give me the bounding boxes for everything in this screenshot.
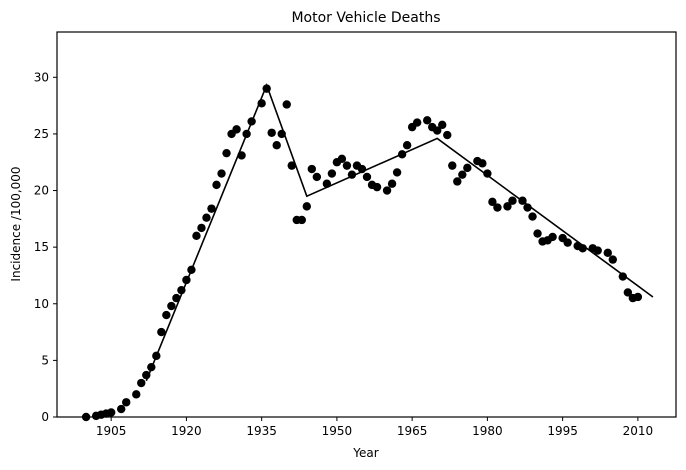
x-tick-label: 1935 (246, 424, 277, 438)
point (307, 164, 317, 174)
point (548, 232, 557, 242)
point (563, 238, 572, 247)
x-tick-label: 1920 (171, 424, 202, 438)
point (623, 288, 633, 297)
x-tick-label: 1965 (397, 424, 428, 438)
point (362, 172, 372, 182)
point (167, 301, 176, 311)
point (412, 118, 422, 127)
point (528, 212, 537, 221)
y-tick-label: 20 (34, 184, 49, 198)
point (463, 163, 472, 173)
y-tick-label: 5 (41, 353, 49, 367)
point (117, 404, 126, 414)
point (297, 215, 306, 225)
point (508, 196, 517, 205)
x-tick-label: 1980 (472, 424, 503, 438)
point (603, 248, 612, 258)
y-axis-label: Incidence /100,000 (9, 166, 23, 281)
point (342, 161, 352, 170)
x-tick-label: 1995 (547, 424, 578, 438)
y-tick-label: 10 (34, 297, 49, 311)
x-tick-label: 1950 (322, 424, 353, 438)
point (197, 223, 206, 233)
point (387, 179, 397, 188)
point (137, 378, 146, 388)
point (157, 327, 166, 337)
point (618, 272, 628, 281)
x-tick-label: 2010 (623, 424, 654, 438)
point (202, 213, 211, 222)
point (488, 197, 497, 207)
point (327, 169, 337, 178)
y-tick-label: 15 (34, 240, 49, 254)
point (122, 398, 131, 407)
point (458, 170, 467, 179)
point (132, 390, 141, 399)
point (272, 141, 281, 150)
point (287, 161, 296, 170)
chart-title: Motor Vehicle Deaths (291, 10, 440, 26)
point (593, 246, 602, 255)
point (312, 172, 322, 182)
line (145, 82, 654, 382)
point (302, 202, 312, 211)
point (207, 204, 216, 213)
point (433, 126, 442, 135)
point (402, 141, 412, 150)
point (106, 408, 116, 417)
point (438, 120, 447, 130)
point (382, 186, 392, 195)
point (448, 161, 457, 170)
point (372, 182, 382, 192)
point (608, 255, 617, 264)
point (162, 310, 171, 320)
point (503, 202, 512, 211)
point (232, 125, 241, 134)
x-tick-label: 1905 (96, 424, 127, 438)
y-tick-label: 0 (41, 410, 49, 424)
point (212, 180, 221, 190)
point (478, 159, 487, 168)
point (222, 148, 231, 158)
plot-frame (56, 31, 677, 418)
point (192, 231, 201, 241)
point (443, 130, 452, 140)
point (337, 154, 347, 164)
point (453, 177, 462, 186)
x-axis-label: Year (352, 446, 378, 460)
point (422, 116, 432, 125)
point (483, 169, 492, 178)
y-tick-label: 25 (34, 127, 49, 141)
point (267, 128, 276, 137)
point (533, 229, 542, 238)
y-tick-label: 30 (34, 70, 49, 84)
point (493, 203, 502, 212)
point (217, 169, 226, 178)
point (633, 292, 643, 302)
point (392, 168, 402, 177)
point (282, 100, 291, 109)
